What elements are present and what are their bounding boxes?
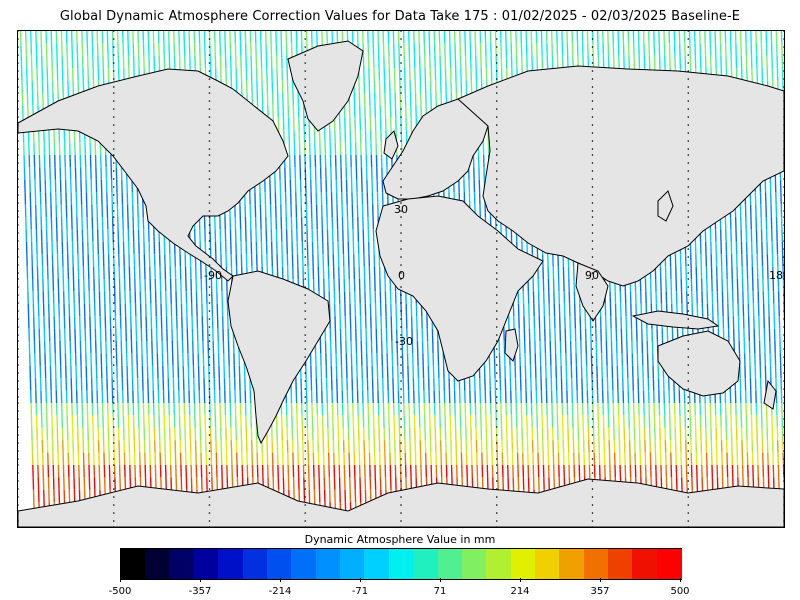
map-title: Global Dynamic Atmosphere Correction Val… [59, 9, 741, 24]
world-map [18, 31, 784, 527]
map-frame: -90 0 90 180 30 -30 [17, 30, 785, 528]
